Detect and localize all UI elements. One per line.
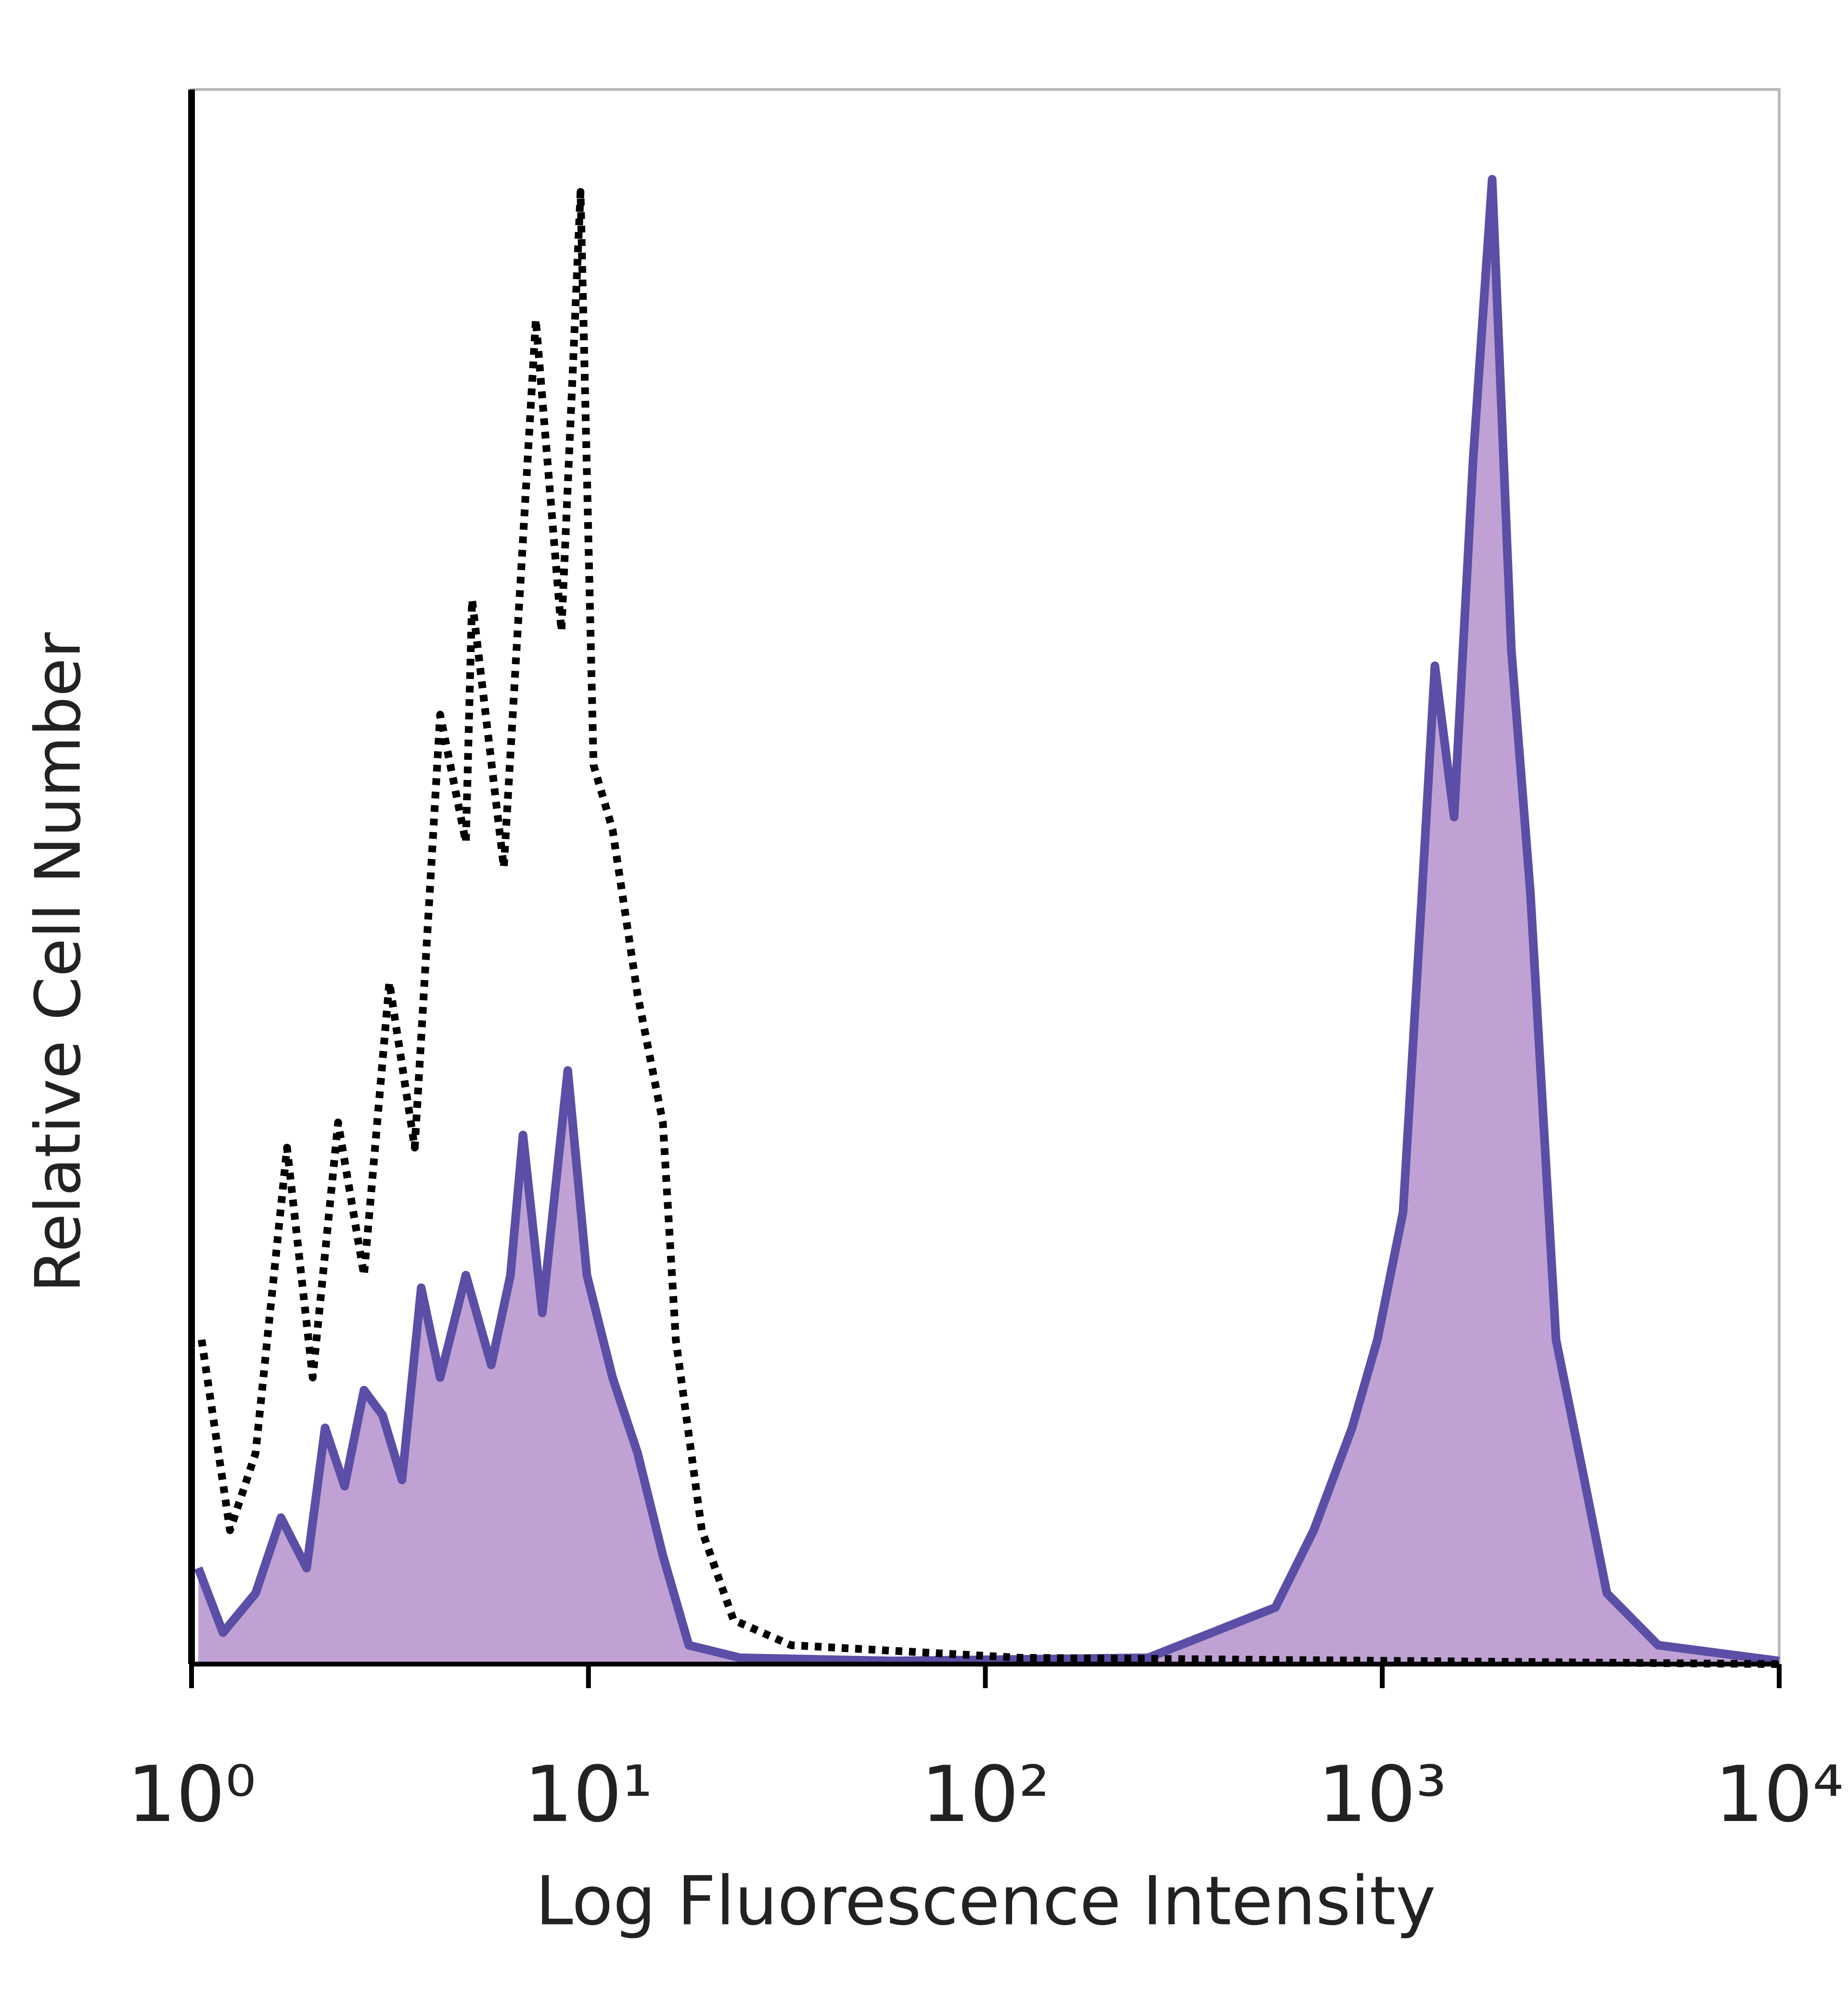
histogram-line [197, 188, 1780, 1668]
histogram-line [194, 175, 1780, 1666]
y-axis-title: Relative Cell Number [22, 632, 95, 1293]
x-tick-label: 10⁴ [1715, 1749, 1844, 1839]
area-fill [198, 179, 1779, 1664]
x-tick-label: 10¹ [524, 1749, 653, 1839]
x-tick-label: 10⁰ [127, 1749, 256, 1839]
x-axis-title: Log Fluorescence Intensity [536, 1862, 1436, 1941]
x-tick-label: 10² [921, 1749, 1050, 1839]
x-tick-label: 10³ [1318, 1749, 1447, 1839]
